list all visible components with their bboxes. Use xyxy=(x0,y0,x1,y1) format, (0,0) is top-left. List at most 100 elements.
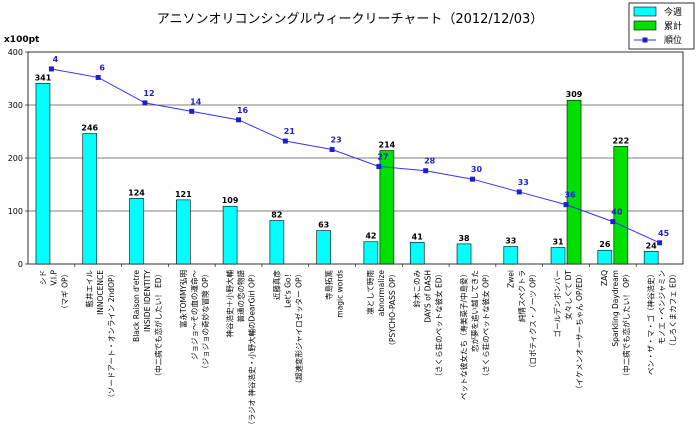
category-label-line: DAYS of DASH xyxy=(424,270,433,323)
rank-label: 40 xyxy=(611,208,623,217)
category-label: ベン・ザ・マ・ゴ（神谷浩史） モノエ・ベンジャミン （しろくまカフェ ED） xyxy=(646,270,678,375)
category-label: 凛として時雨 abnormalize （PSYCHO-PASS OP） xyxy=(365,270,397,350)
bar-this-week xyxy=(269,220,285,265)
category-label-line: ペットな彼女たち（寿美菜子/中島愛） xyxy=(458,270,468,400)
bar-this-week xyxy=(35,82,51,265)
bar-this-week xyxy=(550,247,566,265)
category-label-line: （ソードアート・オンライン 2ndOP） xyxy=(107,270,116,402)
rank-label: 21 xyxy=(284,127,296,136)
legend-label-rank: 順位 xyxy=(664,34,682,46)
category-label-line: （中二病でも恋がしたい！ ED） xyxy=(153,270,163,380)
rank-marker xyxy=(189,108,195,114)
legend-swatch-this-week xyxy=(633,6,657,17)
bar-label-this-week: 82 xyxy=(271,211,282,220)
rank-label: 4 xyxy=(53,55,59,64)
category-label-line: 鈴木このみ xyxy=(412,270,422,308)
rank-marker xyxy=(469,176,475,182)
rank-marker xyxy=(516,189,522,195)
category-label-line: abnormalize xyxy=(377,270,386,317)
bar-this-week xyxy=(82,133,98,265)
legend-label-cumulative: 累計 xyxy=(664,20,682,32)
bar-this-week xyxy=(176,199,191,265)
rank-label: 6 xyxy=(99,63,105,72)
rank-label: 33 xyxy=(518,178,529,187)
rank-marker xyxy=(376,163,382,169)
bar-cumulative xyxy=(613,146,629,265)
rank-series-line xyxy=(51,68,660,244)
rank-marker xyxy=(610,219,616,225)
category-label-line: INSIDE IDENTITY xyxy=(143,270,152,332)
category-label-line: （さくら荘のペットな彼女 ED） xyxy=(434,270,444,380)
y-axis-ticks: 0 100 200 300 400 xyxy=(8,48,637,269)
category-label-line: （ジョジョの奇妙な冒険 OP） xyxy=(200,270,210,373)
category-label-line: 純情スペクトラ xyxy=(516,270,526,322)
category-label-line: 普通の恋の物語 xyxy=(236,270,246,323)
rank-label: 23 xyxy=(331,136,342,145)
bar-label-this-week: 41 xyxy=(412,232,424,241)
category-label-line: ベン・ザ・マ・ゴ（神谷浩史） xyxy=(646,270,656,375)
y-tick-label: 100 xyxy=(8,207,23,216)
category-label-line: INNOCENCE xyxy=(96,270,105,315)
bar-this-week xyxy=(363,241,379,265)
category-label: 寺島拓篤 magic words xyxy=(324,270,345,318)
category-label-line: モノエ・ベンジャミン xyxy=(658,270,667,345)
bar-label-cumulative: 309 xyxy=(566,90,583,99)
bar-label-this-week: 124 xyxy=(128,188,145,197)
legend-swatch-cumulative xyxy=(633,20,657,31)
y-tick-label: 400 xyxy=(8,48,23,57)
category-label-line: 富永TOMMY弘明 xyxy=(178,270,188,328)
category-label: ペットな彼女たち（寿美菜子/中島愛） 恋が夢を追い越してきた （さくら荘のペットな彼… xyxy=(458,270,490,400)
category-label-line: Sparkling Daydream xyxy=(611,270,620,347)
chart-title: アニソンオリコンシングルウィークリーチャート（2012/12/03） xyxy=(157,12,544,27)
category-label-line: シド xyxy=(38,270,47,285)
bar-label-this-week: 341 xyxy=(35,73,52,82)
bar-cumulative xyxy=(379,150,395,265)
bar-cumulative xyxy=(566,99,582,265)
category-label-line: magic words xyxy=(336,270,345,318)
rank-label: 30 xyxy=(471,165,483,174)
bar-label-this-week: 24 xyxy=(646,241,658,250)
bar-label-this-week: 246 xyxy=(81,124,98,133)
category-label: 藍井エイル INNOCENCE （ソードアート・オンライン 2ndOP） xyxy=(84,270,116,402)
bar-label-cumulative: 222 xyxy=(612,136,629,145)
category-label-line: （ロボティクス・ノーツ OP） xyxy=(528,270,537,372)
category-label-line: （イケメンオーサーちゃん OP/ED） xyxy=(575,270,584,393)
rank-marker xyxy=(657,240,663,246)
category-label: 鈴木このみ DAYS of DASH （さくら荘のペットな彼女 ED） xyxy=(412,270,444,381)
bar-this-week xyxy=(643,250,659,265)
bar-label-this-week: 38 xyxy=(458,234,470,243)
category-label-line: （しろくまカフェ ED） xyxy=(669,270,678,350)
category-label-line: （マギ OP） xyxy=(60,270,69,313)
bar-this-week xyxy=(503,246,519,265)
bar-label-this-week: 31 xyxy=(552,238,564,247)
y-tick-label: 200 xyxy=(8,154,23,163)
category-label-line: ゴールデンボンバー xyxy=(552,270,562,338)
rank-label: 14 xyxy=(190,97,202,106)
category-label: ゴールデンボンバー 女々しくて DT （イケメンオーサーちゃん OP/ED） xyxy=(552,270,584,393)
bar-this-week xyxy=(222,205,238,265)
category-label-line: 恋が夢を追い越してきた xyxy=(469,270,479,352)
rank-marker xyxy=(563,202,569,208)
rank-marker xyxy=(282,138,288,144)
y-axis-unit: x100pt xyxy=(4,35,40,45)
rank-marker xyxy=(329,147,335,153)
y-tick-label: 300 xyxy=(8,101,23,110)
category-label-line: （中二病でも恋がしたい！ OP） xyxy=(621,270,631,380)
bar-this-week xyxy=(456,243,472,265)
y-tick-label: 0 xyxy=(18,260,23,269)
bar-label-this-week: 121 xyxy=(175,190,192,199)
category-label-line: 女々しくて DT xyxy=(563,270,573,320)
rank-line xyxy=(48,66,663,246)
rank-label: 45 xyxy=(658,229,670,238)
rank-marker xyxy=(48,66,54,72)
category-label-line: Let's Go！ xyxy=(283,270,292,308)
category-label-line: （ラジオ 神谷浩史・小野大輔のDearGirl OP） xyxy=(247,270,257,429)
rank-marker xyxy=(142,100,148,106)
category-label-line: （超速変形ジャイロゼッター OP） xyxy=(293,270,303,387)
bar-this-week xyxy=(409,241,425,265)
legend-label-this-week: 今週 xyxy=(664,6,682,18)
category-label-line: V.I.P xyxy=(49,270,58,286)
bar-label-this-week: 63 xyxy=(318,221,329,230)
category-label-line: （PSYCHO-PASS OP） xyxy=(388,270,397,350)
